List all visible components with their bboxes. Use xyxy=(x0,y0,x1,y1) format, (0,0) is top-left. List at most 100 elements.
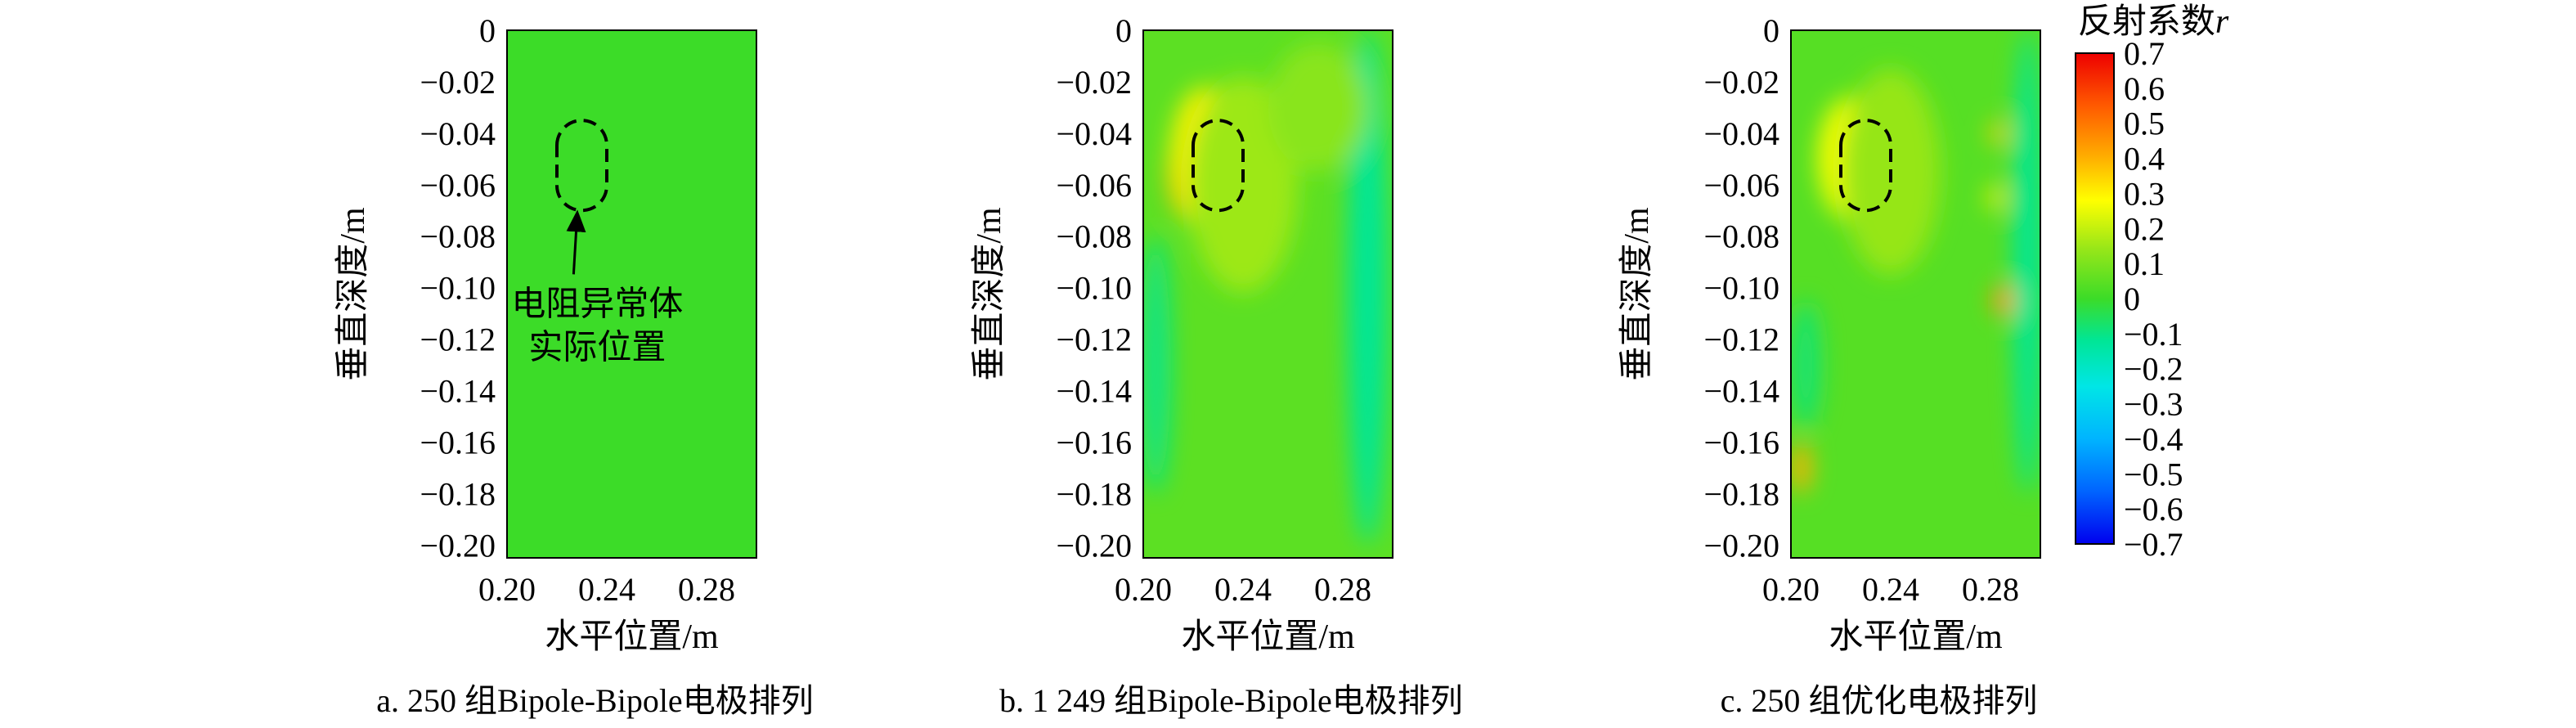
heatmap-blob xyxy=(2013,30,2040,494)
y-tick-label: 0 xyxy=(1763,12,1779,49)
colorbar-tick-label: 0.4 xyxy=(2124,141,2165,178)
y-tick-label: −0.16 xyxy=(1056,424,1132,461)
y-tick-label: −0.20 xyxy=(1703,527,1779,564)
panel-c: 0 −0.02 −0.04 −0.06 −0.08 −0.10 −0.12 −0.14 −0.1… xyxy=(1618,12,2041,719)
x-tick-labels-c: 0.20 0.24 0.28 xyxy=(1762,571,2019,608)
panel-b: 0 −0.02 −0.04 −0.06 −0.08 −0.10 −0.12 −0.14 −0.1… xyxy=(971,12,1463,719)
heatmap-blob xyxy=(1791,300,1821,429)
colorbar-tick-label: −0.1 xyxy=(2124,316,2183,353)
y-tick-labels-c: 0 −0.02 −0.04 −0.06 −0.08 −0.10 −0.12 −0.14 −0.1… xyxy=(1703,12,1779,564)
y-tick-label: −0.04 xyxy=(1056,115,1132,152)
y-tick-label: −0.02 xyxy=(1703,64,1779,101)
heatmap-blob-layer xyxy=(1143,30,1388,546)
colorbar-tick-label: −0.6 xyxy=(2124,491,2183,528)
y-tick-label: 0 xyxy=(479,12,496,49)
y-tick-label: −0.08 xyxy=(420,218,496,255)
y-axis-label-a: 垂直深度/m xyxy=(334,207,372,381)
anomaly-outline-a xyxy=(555,119,608,213)
y-tick-label: −0.02 xyxy=(1056,64,1132,101)
y-tick-labels-b: 0 −0.02 −0.04 −0.06 −0.08 −0.10 −0.12 −0.14 −0.1… xyxy=(1056,12,1132,564)
colorbar-tick-label: 0 xyxy=(2124,281,2140,317)
colorbar-tick-label: 0.3 xyxy=(2124,175,2165,212)
caption-c: c. 250 组优化电极排列 xyxy=(1721,682,2038,719)
y-tick-label: −0.20 xyxy=(420,527,496,564)
heatmap-blob xyxy=(1791,442,1811,494)
x-tick-label: 0.28 xyxy=(1314,571,1371,608)
colorbar-tick-label: 0.5 xyxy=(2124,106,2165,142)
caption-b: b. 1 249 组Bipole-Bipole电极排列 xyxy=(999,682,1463,719)
x-tick-label: 0.24 xyxy=(1214,571,1272,608)
x-tick-label: 0.20 xyxy=(1115,571,1172,608)
y-tick-label: −0.04 xyxy=(1703,115,1779,152)
colorbar-gradient xyxy=(2075,52,2115,545)
colorbar-tick-label: −0.2 xyxy=(2124,351,2183,388)
y-tick-label: −0.12 xyxy=(1056,321,1132,358)
y-axis-label-c: 垂直深度/m xyxy=(1618,207,1656,381)
colorbar-tick-label: 0.2 xyxy=(2124,210,2165,247)
heatmap-blob xyxy=(1268,43,1368,173)
annotation-line-2: 实际位置 xyxy=(528,328,666,366)
y-tick-label: −0.08 xyxy=(1056,218,1132,255)
y-tick-label: −0.12 xyxy=(1703,321,1779,358)
anomaly-outline-c xyxy=(1839,119,1892,213)
heatmap-blob xyxy=(1348,30,1388,546)
colorbar-tick-label: −0.7 xyxy=(2124,526,2183,563)
plot-frame-c xyxy=(1790,29,2041,559)
heatmap-blob xyxy=(1143,236,1171,494)
colorbar-tick-labels: 0.70.60.50.40.30.20.10−0.1−0.2−0.3−0.4−0… xyxy=(2124,35,2183,563)
colorbar-tick-label: 0.1 xyxy=(2124,245,2165,282)
colorbar-title-symbol: r xyxy=(2215,3,2229,41)
heatmap-blob xyxy=(1187,76,1299,293)
y-tick-label: −0.18 xyxy=(420,475,496,512)
colorbar: 0.70.60.50.40.30.20.10−0.1−0.2−0.3−0.4−0… xyxy=(2075,3,2229,563)
y-tick-label: −0.08 xyxy=(1703,218,1779,255)
panel-a: 电阻异常体 实际位置 0 −0.02 −0.04 −0.06 −0.08 −0.10 −0.… xyxy=(334,12,814,719)
heatmap-blob xyxy=(1990,120,2006,146)
y-tick-label: −0.10 xyxy=(1056,270,1132,307)
colorbar-tick-label: 0.6 xyxy=(2124,70,2165,107)
y-tick-label: −0.12 xyxy=(420,321,496,358)
colorbar-tick-label: −0.4 xyxy=(2124,420,2183,457)
x-tick-labels-b: 0.20 0.24 0.28 xyxy=(1115,571,1371,608)
heatmap-blob xyxy=(1987,184,2004,211)
y-tick-label: −0.02 xyxy=(420,64,496,101)
y-tick-label: −0.06 xyxy=(420,167,496,204)
x-axis-label-b: 水平位置/m xyxy=(1181,618,1355,656)
heatmap-a xyxy=(507,30,756,558)
x-tick-label: 0.24 xyxy=(1862,571,1919,608)
y-tick-label: 0 xyxy=(1115,12,1132,49)
x-tick-label: 0.28 xyxy=(1962,571,2019,608)
y-tick-label: −0.18 xyxy=(1056,475,1132,512)
x-tick-label: 0.24 xyxy=(578,571,635,608)
colorbar-tick-label: −0.3 xyxy=(2124,386,2183,423)
y-axis-label-b: 垂直深度/m xyxy=(971,207,1008,381)
y-tick-label: −0.16 xyxy=(420,424,496,461)
heatmap-blob xyxy=(1993,285,2013,317)
annotation-arrow xyxy=(566,209,586,275)
x-tick-label: 0.20 xyxy=(478,571,536,608)
y-tick-label: −0.14 xyxy=(420,372,496,409)
y-tick-label: −0.16 xyxy=(1703,424,1779,461)
y-tick-label: −0.20 xyxy=(1056,527,1132,564)
x-axis-label-c: 水平位置/m xyxy=(1829,618,2003,656)
x-tick-label: 0.28 xyxy=(678,571,735,608)
annotation-line-1: 电阻异常体 xyxy=(511,285,683,323)
y-tick-label: −0.06 xyxy=(1056,167,1132,204)
y-tick-labels-a: 0 −0.02 −0.04 −0.06 −0.08 −0.10 −0.12 −0.14 −0.1… xyxy=(420,12,496,564)
colorbar-tick-label: 0.7 xyxy=(2124,35,2165,72)
y-tick-label: −0.14 xyxy=(1056,372,1132,409)
y-tick-label: −0.14 xyxy=(1703,372,1779,409)
heatmap-b-blobs xyxy=(1143,30,1388,546)
caption-a: a. 250 组Bipole-Bipole电极排列 xyxy=(376,682,813,719)
y-tick-label: −0.06 xyxy=(1703,167,1779,204)
plot-frame-a xyxy=(506,29,757,559)
colorbar-title-text: 反射系数 xyxy=(2078,3,2215,41)
y-tick-label: −0.04 xyxy=(420,115,496,152)
y-tick-label: −0.10 xyxy=(420,270,496,307)
colorbar-title: 反射系数r xyxy=(2078,3,2229,41)
colorbar-tick-label: −0.5 xyxy=(2124,456,2183,492)
plot-frame-b xyxy=(1142,29,1393,559)
x-axis-label-a: 水平位置/m xyxy=(545,618,719,656)
